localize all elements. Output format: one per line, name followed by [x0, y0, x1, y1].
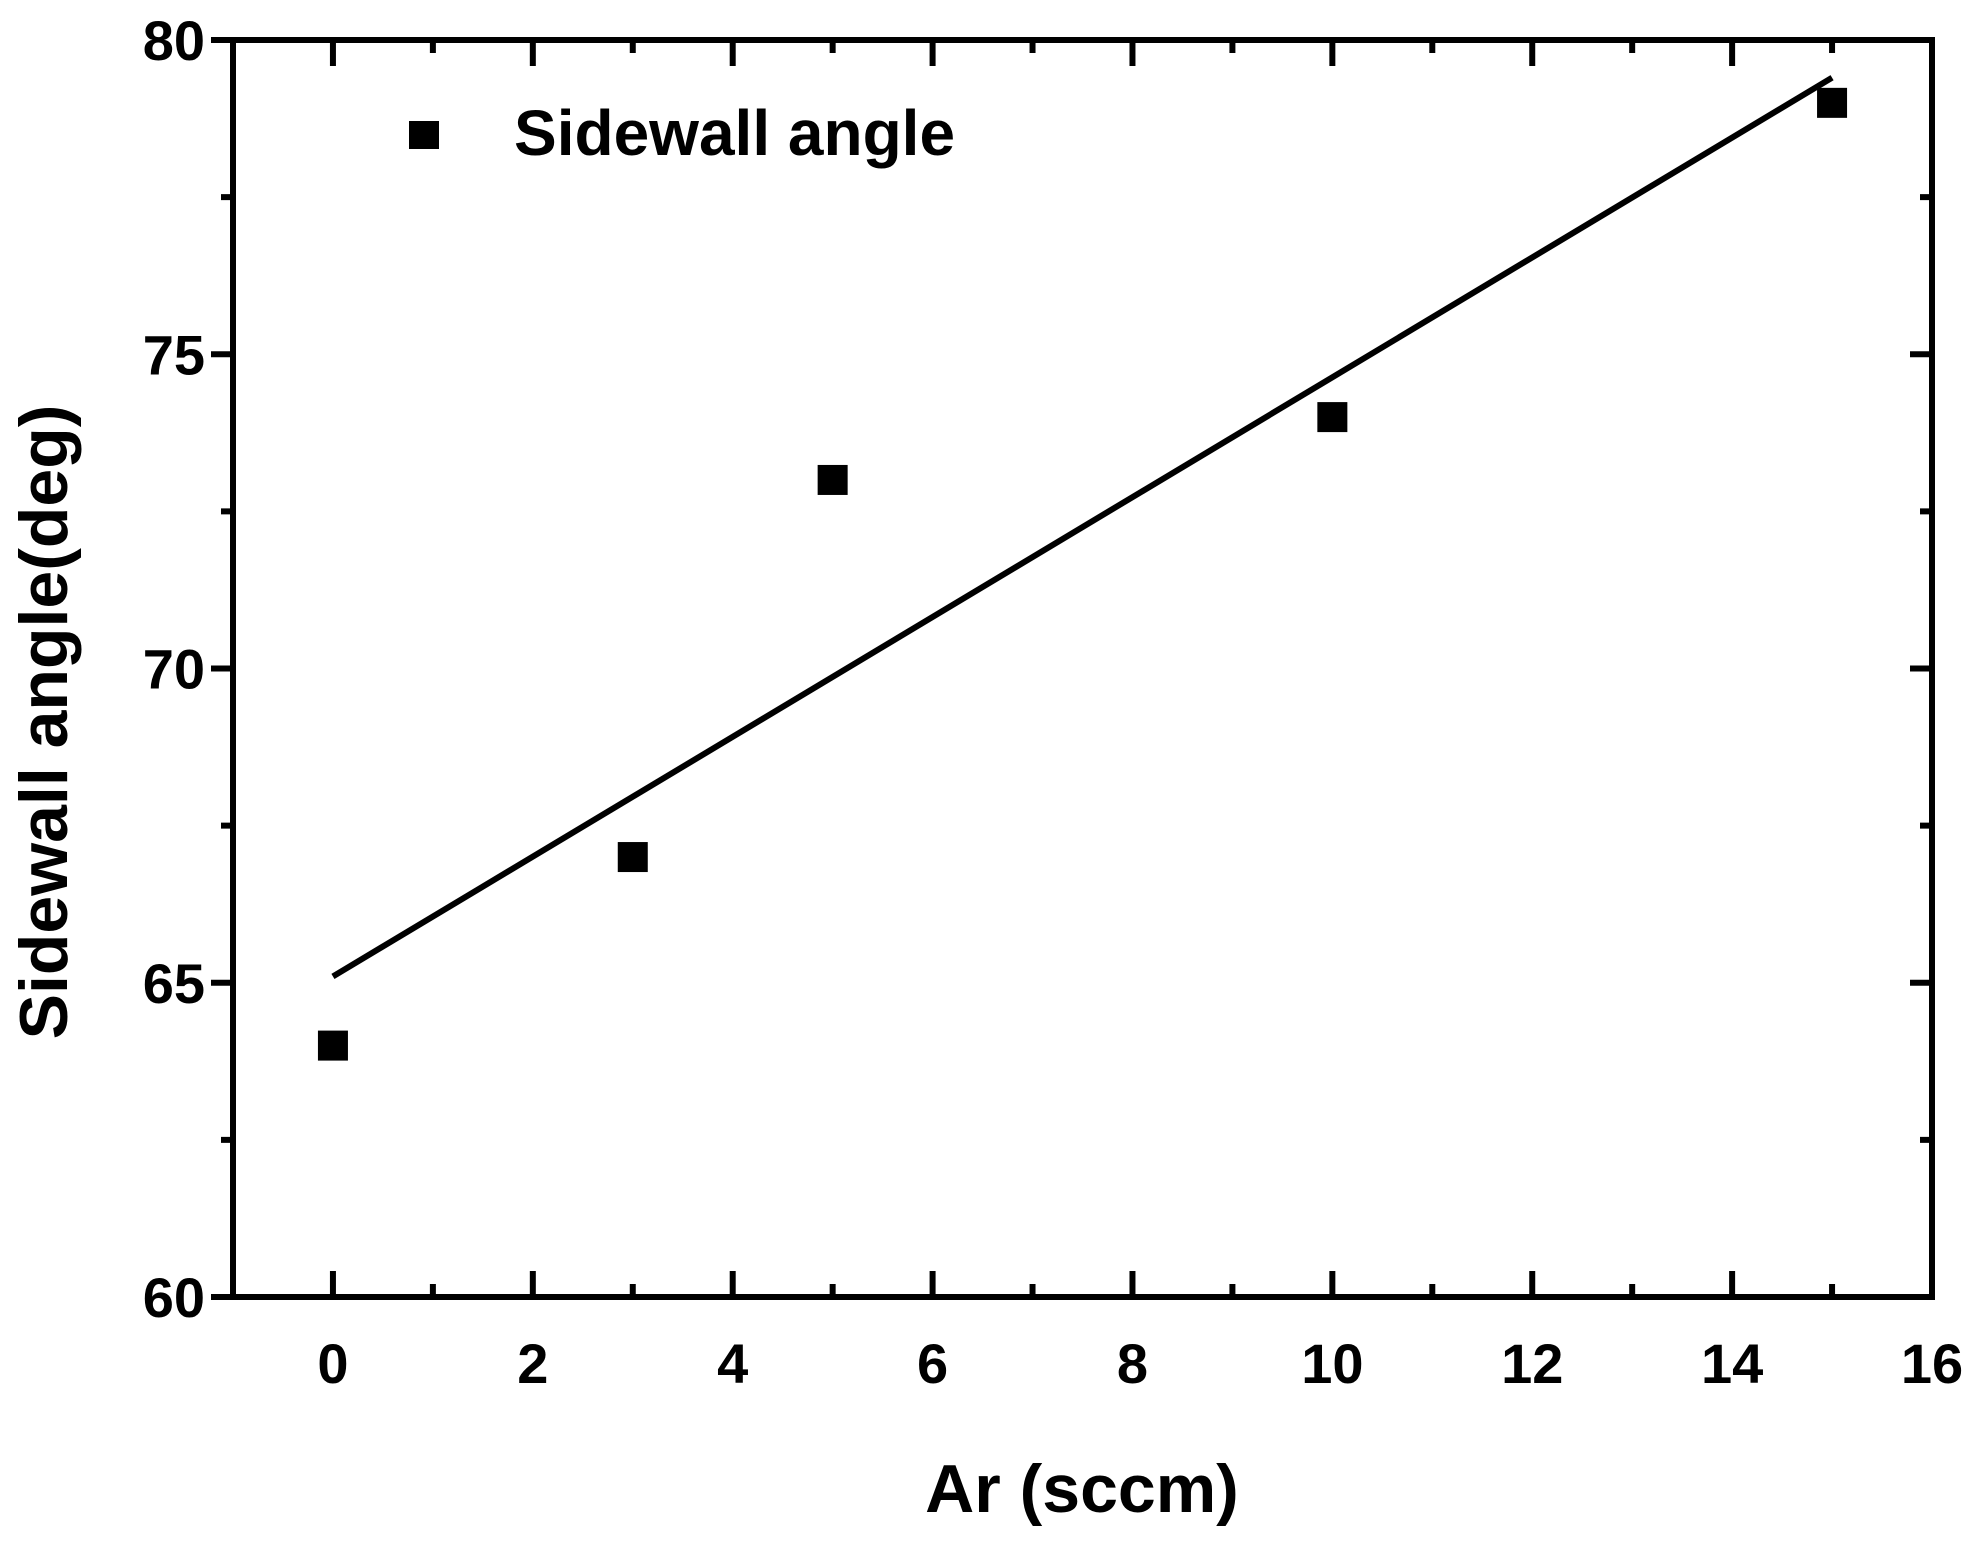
y-axis-title: Sidewall angle(deg)	[6, 405, 82, 1040]
x-tick-label: 10	[1301, 1332, 1363, 1395]
fit-line	[331, 75, 1834, 980]
plot-frame	[230, 37, 1935, 1300]
x-tick-label: 14	[1701, 1332, 1763, 1395]
fit-line-group	[331, 75, 1834, 980]
data-point	[1817, 87, 1848, 118]
data-points	[317, 87, 1848, 1061]
y-tick-label: 60	[143, 1266, 205, 1329]
x-tick-label: 8	[1117, 1332, 1148, 1395]
y-tick-label: 80	[143, 9, 205, 72]
data-point	[617, 842, 648, 873]
legend-label: Sidewall angle	[514, 97, 955, 169]
x-tick-label: 12	[1501, 1332, 1563, 1395]
data-point	[317, 1030, 348, 1061]
data-point	[817, 464, 848, 495]
y-tick-label: 70	[143, 638, 205, 701]
x-tick-label: 2	[517, 1332, 548, 1395]
y-tick-label: 65	[143, 952, 205, 1015]
x-tick-label: 6	[917, 1332, 948, 1395]
x-tick-label: 0	[317, 1332, 348, 1395]
axis-ticks	[211, 37, 1935, 1300]
legend-marker	[409, 121, 439, 149]
tick-labels: 0 2 4 6 8 10 12 14 16 60 65 70 75 80	[143, 9, 1963, 1395]
x-tick-label: 16	[1901, 1332, 1963, 1395]
legend: Sidewall angle	[409, 97, 955, 169]
x-tick-label: 4	[717, 1332, 748, 1395]
data-point	[1317, 402, 1348, 433]
y-tick-label: 75	[143, 323, 205, 386]
x-axis-title: Ar (sccm)	[925, 1451, 1239, 1527]
